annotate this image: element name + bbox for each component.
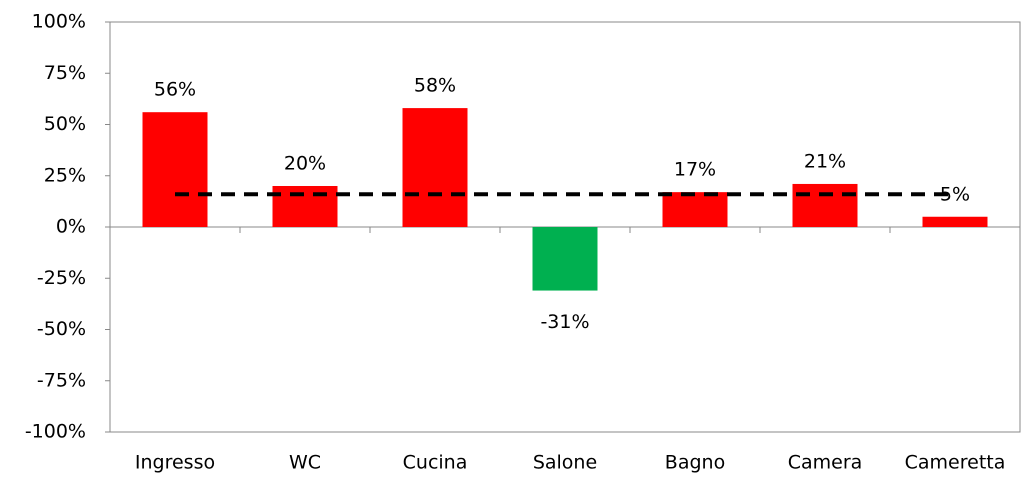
y-tick-label: 0% xyxy=(56,216,86,238)
bar xyxy=(142,112,208,227)
bar xyxy=(792,183,858,227)
y-tick-label: 75% xyxy=(44,62,86,84)
bar xyxy=(272,186,338,227)
data-label: 17% xyxy=(674,159,716,181)
y-tick-label: -50% xyxy=(37,318,86,340)
data-label: 56% xyxy=(154,79,196,101)
bar xyxy=(662,192,728,227)
data-label: 20% xyxy=(284,153,326,175)
x-tick-label: Ingresso xyxy=(135,452,215,474)
y-tick-label: 100% xyxy=(32,11,86,33)
data-label: 5% xyxy=(940,183,970,205)
y-tick-label: -100% xyxy=(25,421,86,443)
x-tick-label: Cucina xyxy=(403,452,468,474)
y-tick-label: -25% xyxy=(37,267,86,289)
x-tick-label: Bagno xyxy=(665,452,725,474)
bar xyxy=(922,216,988,227)
x-tick-label: Cameretta xyxy=(905,452,1006,474)
y-tick-label: 50% xyxy=(44,113,86,135)
x-tick-label: Salone xyxy=(533,452,597,474)
y-tick-label: -75% xyxy=(37,369,86,391)
data-label: 21% xyxy=(804,150,846,172)
bar xyxy=(532,227,598,291)
x-tick-label: Camera xyxy=(788,452,863,474)
data-label: 58% xyxy=(414,75,456,97)
bar xyxy=(402,108,468,227)
data-label: -31% xyxy=(540,311,589,333)
y-tick-label: 25% xyxy=(44,164,86,186)
x-tick-label: WC xyxy=(289,452,321,474)
